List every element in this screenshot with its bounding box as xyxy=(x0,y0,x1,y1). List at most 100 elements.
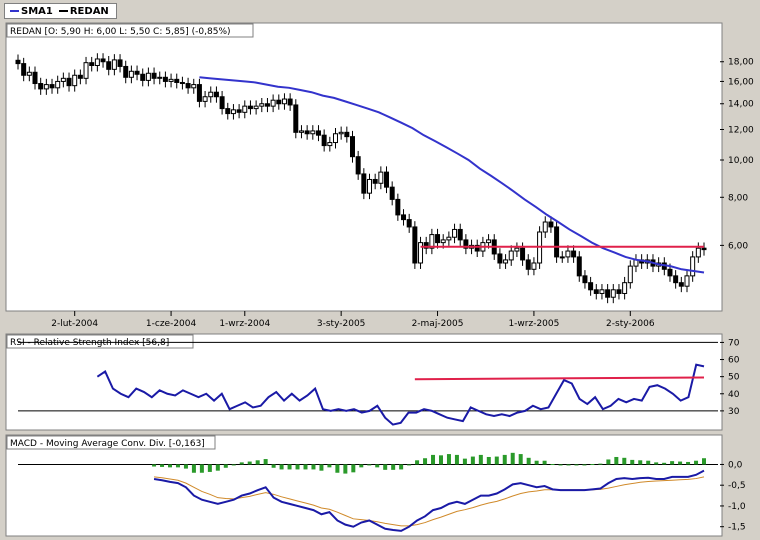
macd-histogram-bar xyxy=(399,464,404,470)
candle-body xyxy=(571,250,577,258)
macd-y-tick-label: -0,5 xyxy=(728,481,746,491)
macd-histogram-bar xyxy=(582,464,587,466)
candle-body xyxy=(401,214,407,221)
macd-histogram-bar xyxy=(438,455,443,465)
candle-body xyxy=(66,77,72,87)
candle-body xyxy=(514,247,520,252)
rsi-y-tick-label: 50 xyxy=(728,373,740,383)
macd-y-tick-label: -1,5 xyxy=(728,523,746,533)
macd-histogram-bar xyxy=(662,462,667,465)
candle-body xyxy=(15,59,21,65)
macd-histogram-bar xyxy=(423,458,428,465)
candle-body xyxy=(418,242,424,264)
candle-body xyxy=(321,134,327,147)
candle-body xyxy=(117,59,123,67)
sma-legend-swatch xyxy=(10,10,19,12)
candle-body xyxy=(667,268,673,277)
macd-histogram-bar xyxy=(207,464,212,472)
candle-body xyxy=(486,239,492,244)
macd-histogram-bar xyxy=(303,464,308,470)
macd-histogram-bar xyxy=(598,463,603,465)
rsi-resistance-line xyxy=(414,376,705,381)
macd-histogram-bar xyxy=(590,464,595,466)
macd-histogram-bar xyxy=(486,456,491,465)
macd-histogram-bar xyxy=(526,457,531,465)
macd-histogram-bar xyxy=(654,462,659,465)
macd-histogram-bar xyxy=(670,461,675,465)
candle-body xyxy=(179,81,185,85)
price-title-box xyxy=(6,23,254,38)
macd-histogram-bar xyxy=(152,464,157,467)
rsi-panel: RSI - Relative Strength Index [56,8] 70 6… xyxy=(5,333,740,431)
candle-body xyxy=(83,62,89,79)
candle-body xyxy=(378,171,384,184)
candle-body xyxy=(435,234,441,244)
macd-histogram-bar xyxy=(462,458,467,465)
x-axis: 2-lut-2004 1-cze-2004 1-wrz-2004 3-sty-2005… xyxy=(51,311,655,329)
candle-body xyxy=(423,242,429,249)
candle-body xyxy=(338,131,344,135)
candle-body xyxy=(701,247,707,251)
macd-title-box xyxy=(6,435,216,450)
macd-histogram-bar xyxy=(407,464,412,466)
price-y-tick-label: 18,00 xyxy=(728,58,754,68)
macd-histogram-bar xyxy=(558,464,563,466)
sma-legend-label: SMA1 xyxy=(21,5,53,17)
candle-body xyxy=(213,91,219,98)
macd-histogram-bar xyxy=(542,460,547,465)
macd-histogram-bar xyxy=(359,464,364,468)
candle-body xyxy=(588,282,594,291)
candle-body xyxy=(162,76,168,82)
sma-line xyxy=(199,76,705,274)
candle-body xyxy=(100,58,106,63)
macd-histogram-bar xyxy=(415,460,420,465)
candle-body xyxy=(367,178,373,194)
macd-histogram-bar xyxy=(287,464,292,470)
x-axis-tick-label: 3-sty-2005 xyxy=(317,319,366,329)
candle-body xyxy=(327,142,333,147)
macd-histogram-bar xyxy=(534,460,539,465)
candle-body xyxy=(281,98,287,105)
candle-body xyxy=(72,74,78,87)
candle-body xyxy=(55,80,61,89)
macd-histogram-bar xyxy=(160,464,165,467)
candle-body xyxy=(140,73,146,81)
macd-histogram-bar xyxy=(255,460,260,465)
rsi-title: RSI - Relative Strength Index [56,8] xyxy=(10,338,169,348)
candle-body xyxy=(310,130,316,135)
macd-histogram-bar xyxy=(168,464,173,468)
chart-legend: SMA1 REDAN xyxy=(4,3,117,19)
candle-body xyxy=(202,96,208,102)
candle-body xyxy=(134,70,140,75)
candle-body xyxy=(406,219,412,228)
price-y-tick-label: 10,00 xyxy=(728,156,754,166)
candle-body xyxy=(610,289,616,298)
candle-body xyxy=(440,239,446,244)
macd-histogram xyxy=(152,452,706,474)
macd-histogram-bar xyxy=(518,454,523,465)
candle-body xyxy=(395,198,401,216)
candle-body xyxy=(684,275,690,287)
candle-body xyxy=(559,256,565,259)
price-y-tick-label: 14,00 xyxy=(728,100,754,110)
candle-body xyxy=(542,221,548,233)
candle-body xyxy=(429,234,435,249)
macd-histogram-bar xyxy=(311,464,316,470)
macd-histogram-bar xyxy=(494,456,499,465)
macd-histogram-bar xyxy=(335,464,340,473)
macd-histogram-bar xyxy=(319,464,324,471)
candle-body xyxy=(332,133,338,144)
candle-body xyxy=(60,77,66,82)
macd-histogram-bar xyxy=(239,462,244,465)
rsi-title-box xyxy=(6,334,194,349)
rsi-y-tick-label: 60 xyxy=(728,356,740,366)
candle-body xyxy=(525,259,531,270)
redan-legend-label: REDAN xyxy=(69,5,109,17)
candle-body xyxy=(151,72,157,79)
candle-body xyxy=(605,289,611,298)
candle-body xyxy=(242,105,248,113)
macd-line xyxy=(153,469,705,532)
candle-body xyxy=(474,244,480,252)
candle-body xyxy=(576,256,582,277)
